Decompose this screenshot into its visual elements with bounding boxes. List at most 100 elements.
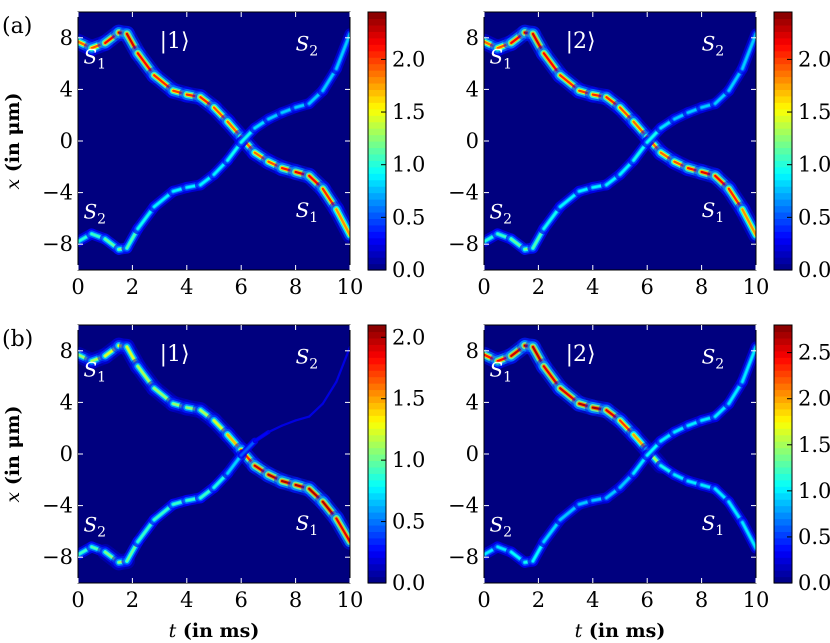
colorbar-segment (774, 89, 792, 97)
colorbar-segment (368, 102, 386, 110)
colorbar-frame (367, 324, 387, 584)
colorbar-segment (368, 231, 386, 239)
colorbar-segment (368, 24, 386, 32)
colorbar-segment (368, 218, 386, 226)
colorbar-segment (368, 370, 386, 378)
trajectory-s1-segment (335, 517, 350, 543)
colorbar-segment (774, 383, 792, 391)
colorbar-segment (368, 537, 386, 545)
colorbar-segment (368, 31, 386, 39)
colorbar-segment (774, 166, 792, 174)
colorbar-segment (774, 44, 792, 52)
trajectory-s2-segment (741, 345, 756, 383)
colorbar-segment (368, 421, 386, 429)
colorbar-tick-label: 2.0 (798, 387, 830, 411)
colorbar-segment (774, 434, 792, 442)
colorbar-segment (774, 218, 792, 226)
colorbar-segment (774, 550, 792, 558)
trajectory-s1-segment (741, 521, 756, 550)
trajectory-s2-segment (253, 430, 270, 443)
colorbar-segment (368, 363, 386, 371)
trajectory-s2-segment (321, 380, 338, 405)
colorbar-segment (774, 499, 792, 507)
row-label: (b) (2, 327, 33, 352)
colorbar-segment (368, 531, 386, 539)
colorbar-segment (368, 505, 386, 513)
soliton-label: S2 (702, 345, 725, 373)
x-tick-label: 4 (180, 275, 193, 299)
colorbar-segment (368, 153, 386, 161)
colorbar-segment (774, 370, 792, 378)
colorbar-segment (774, 231, 792, 239)
colorbar-segment (774, 12, 792, 20)
colorbar-segment (774, 95, 792, 103)
colorbar-segment (368, 512, 386, 520)
x-tick-label: 0 (71, 275, 84, 299)
x-tick-label: 10 (337, 275, 364, 299)
colorbar-segment (774, 357, 792, 365)
colorbar-segment (774, 211, 792, 219)
colorbar-segment (368, 408, 386, 416)
colorbar-segment (368, 473, 386, 481)
colorbar-segment (774, 76, 792, 84)
colorbar-tick-label: 1.0 (798, 153, 830, 177)
soliton-label: S2 (489, 512, 512, 540)
colorbar-segment (774, 192, 792, 200)
colorbar-segment (774, 537, 792, 545)
colorbar-segment (368, 257, 386, 265)
colorbar-segment (774, 492, 792, 500)
x-tick-label: 0 (71, 588, 84, 612)
x-tick-label: 2 (126, 275, 139, 299)
colorbar-segment (774, 160, 792, 168)
colorbar-segment (774, 244, 792, 252)
colorbar-frame (773, 11, 793, 271)
colorbar-segment (368, 95, 386, 103)
soliton-label: S1 (702, 198, 725, 226)
colorbar-segment (774, 479, 792, 487)
colorbar-tick-label: 2.5 (798, 341, 830, 365)
colorbar-segment (368, 350, 386, 358)
y-tick-label: −4 (42, 494, 73, 518)
x-axis-label-left: t (in ms) (169, 620, 260, 642)
colorbar-segment (368, 12, 386, 20)
colorbar-segment (368, 50, 386, 58)
soliton-label: S1 (702, 511, 725, 539)
trajectory-s2-segment (335, 32, 350, 70)
y-tick-label: −8 (42, 232, 73, 256)
colorbar-segment (368, 224, 386, 232)
x-tick-label: 2 (126, 588, 139, 612)
colorbar-segment (368, 325, 386, 333)
colorbar-segment (774, 531, 792, 539)
colorbar-segment (774, 18, 792, 26)
colorbar-segment (368, 128, 386, 136)
colorbar-segment (368, 244, 386, 252)
colorbar-segment (368, 70, 386, 78)
y-tick-label: −4 (448, 494, 479, 518)
colorbar-segment (774, 31, 792, 39)
trajectory-s2-segment (226, 454, 243, 475)
colorbar-segment (774, 524, 792, 532)
colorbar-segment (368, 263, 386, 271)
colorbar-tick-label: 1.0 (798, 479, 830, 503)
colorbar-segment (774, 121, 792, 129)
trajectory-s2-segment (335, 345, 350, 383)
colorbar-tick-label: 1.5 (392, 387, 425, 411)
colorbar-segment (368, 415, 386, 423)
colorbar-segment (774, 337, 792, 345)
colorbar-segment (368, 434, 386, 442)
colorbar-segment (368, 108, 386, 116)
density-plot (484, 24, 756, 255)
colorbar-segment (774, 63, 792, 71)
colorbar-segment (774, 115, 792, 123)
colorbar-segment (774, 186, 792, 194)
soliton-label: S2 (83, 512, 106, 540)
y-tick-label: −8 (448, 545, 479, 569)
colorbar-segment (774, 512, 792, 520)
x-tick-label: 6 (641, 588, 654, 612)
soliton-label: S2 (296, 32, 319, 60)
density-plot (78, 24, 350, 255)
colorbar-segment (774, 473, 792, 481)
x-tick-label: 2 (532, 588, 545, 612)
colorbar-segment (368, 550, 386, 558)
colorbar-segment (368, 134, 386, 142)
